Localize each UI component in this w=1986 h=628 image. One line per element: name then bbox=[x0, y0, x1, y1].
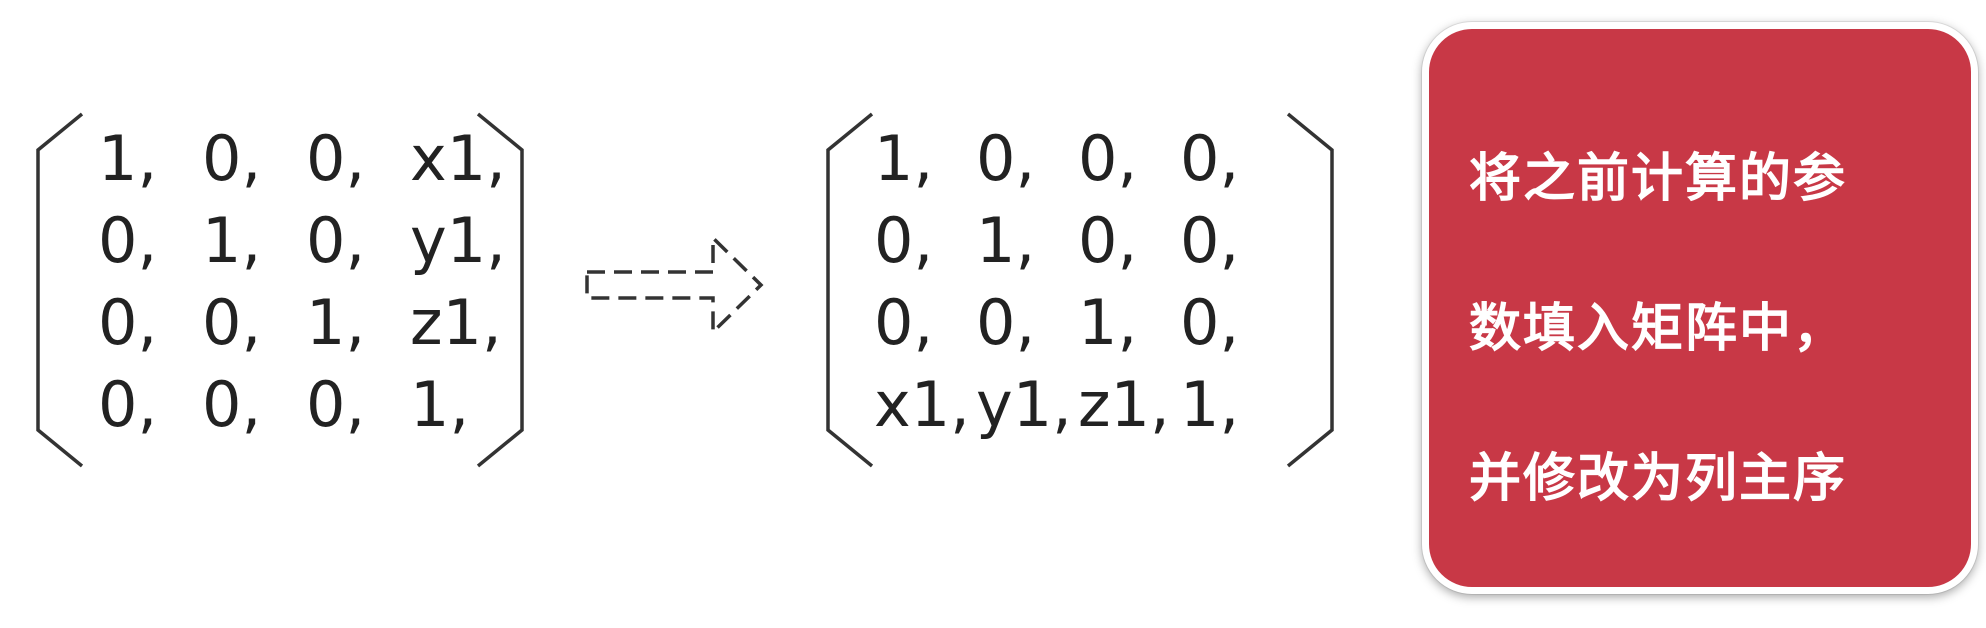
matrix-cell: 0, bbox=[306, 204, 366, 277]
matrix-rows: 1, 0, 0, 0, 0, 1, 0, 0, 0, 0, 1, 0, x1, … bbox=[874, 118, 1282, 446]
matrix-row: 0, 0, 1, 0, bbox=[874, 282, 1282, 364]
matrix-cell: 0, bbox=[98, 204, 158, 277]
matrix-cell: 0, bbox=[98, 286, 158, 359]
column-major-matrix: 1, 0, 0, 0, 0, 1, 0, 0, 0, 0, 1, 0, x1, … bbox=[820, 110, 1340, 470]
right-bracket-icon bbox=[476, 112, 524, 468]
matrix-row: x1, y1, z1, 1, bbox=[874, 364, 1282, 446]
matrix-cell: 0, bbox=[1078, 122, 1138, 195]
matrix-cell: 0, bbox=[1180, 122, 1240, 195]
matrix-cell: z1, bbox=[410, 286, 502, 359]
matrix-cell: 0, bbox=[202, 122, 262, 195]
matrix-cell: 0, bbox=[874, 204, 934, 277]
matrix-cell: 0, bbox=[976, 122, 1036, 195]
note-line: 数填入矩阵中， bbox=[1469, 299, 1848, 359]
matrix-cell: x1, bbox=[410, 122, 506, 195]
matrix-cell: 0, bbox=[98, 368, 158, 441]
matrix-cell: 0, bbox=[306, 368, 366, 441]
matrix-cell: y1, bbox=[410, 204, 506, 277]
matrix-rows: 1, 0, 0, x1, 0, 1, 0, y1, 0, 0, 1, z1, 0… bbox=[98, 118, 514, 446]
left-bracket-icon bbox=[826, 112, 874, 468]
matrix-cell: 1, bbox=[202, 204, 262, 277]
matrix-cell: 0, bbox=[976, 286, 1036, 359]
matrix-row: 0, 0, 0, 1, bbox=[98, 364, 514, 446]
matrix-cell: 0, bbox=[306, 122, 366, 195]
matrix-cell: 0, bbox=[202, 368, 262, 441]
matrix-cell: 0, bbox=[1180, 286, 1240, 359]
matrix-cell: 1, bbox=[306, 286, 366, 359]
matrix-cell: 0, bbox=[202, 286, 262, 359]
matrix-cell: 0, bbox=[1078, 204, 1138, 277]
matrix-cell: 1, bbox=[98, 122, 158, 195]
matrix-cell: 1, bbox=[410, 368, 470, 441]
matrix-cell: 1, bbox=[874, 122, 934, 195]
note-text: 将之前计算的参 数填入矩阵中， 并修改为列主序 bbox=[1469, 144, 1847, 594]
matrix-cell: 1, bbox=[1078, 286, 1138, 359]
matrix-cell: 0, bbox=[874, 286, 934, 359]
matrix-row: 0, 0, 1, z1, bbox=[98, 282, 514, 364]
matrix-row: 0, 1, 0, y1, bbox=[98, 200, 514, 282]
left-bracket-icon bbox=[36, 112, 84, 468]
source-matrix: 1, 0, 0, x1, 0, 1, 0, y1, 0, 0, 1, z1, 0… bbox=[30, 110, 530, 470]
matrix-cell: z1, bbox=[1078, 368, 1170, 441]
matrix-row: 1, 0, 0, 0, bbox=[874, 118, 1282, 200]
note-line: 将之前计算的参 bbox=[1469, 149, 1848, 209]
matrix-cell: y1, bbox=[976, 368, 1072, 441]
matrix-row: 0, 1, 0, 0, bbox=[874, 200, 1282, 282]
matrix-cell: x1, bbox=[874, 368, 970, 441]
matrix-row: 1, 0, 0, x1, bbox=[98, 118, 514, 200]
dashed-right-arrow-icon bbox=[585, 233, 764, 337]
explanation-note-card: 将之前计算的参 数填入矩阵中， 并修改为列主序 bbox=[1422, 22, 1978, 594]
note-line: 并修改为列主序 bbox=[1469, 449, 1848, 509]
right-bracket-icon bbox=[1286, 112, 1334, 468]
matrix-cell: 1, bbox=[976, 204, 1036, 277]
matrix-cell: 0, bbox=[1180, 204, 1240, 277]
matrix-cell: 1, bbox=[1180, 368, 1240, 441]
